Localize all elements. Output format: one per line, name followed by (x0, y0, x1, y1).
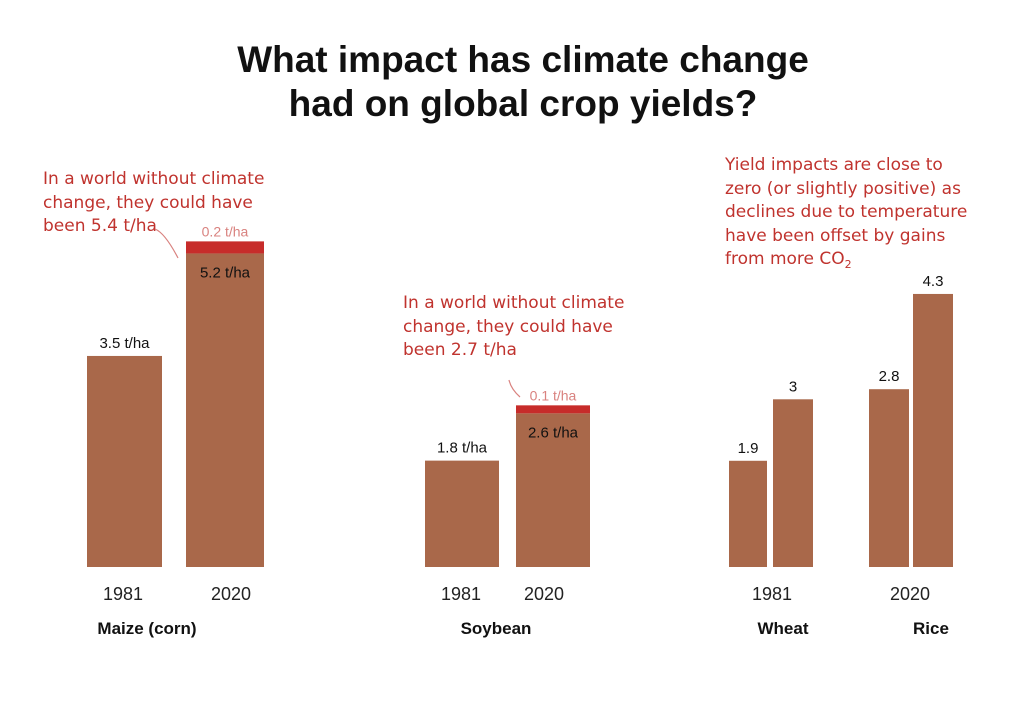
rice-bar-1981 (869, 389, 909, 567)
soybean-axis-label-2020: 2020 (524, 584, 564, 604)
rice-value-label-2020: 4.3 (923, 273, 944, 290)
soybean-axis-label-1981: 1981 (441, 584, 481, 604)
maize-loss-label: 0.2 t/ha (202, 223, 249, 239)
rice-value-label-1981: 2.8 (879, 368, 900, 385)
wheat-rice-annotation-line-3: declines due to temperature (725, 202, 968, 222)
wheat-rice-annotation-line-4: have been offset by gains (725, 225, 946, 246)
maize-annotation-line-3: been 5.4 t/ha (43, 216, 157, 236)
co2-subscript: 2 (844, 258, 852, 271)
maize-annotation-line-1: In a world without climate (43, 169, 265, 189)
wheat_rice-axis-label-1981: 1981 (752, 584, 792, 604)
co2-text: from more CO (725, 249, 845, 269)
maize-loss-segment (186, 241, 264, 254)
crop-label-soybean: Soybean (461, 619, 532, 638)
crop-label-wheat: Wheat (758, 619, 809, 638)
wheat-rice-annotation: Yield impacts are close to zero (or slig… (725, 154, 967, 277)
soybean-annotation-line-1: In a world without climate (403, 293, 625, 313)
chart-title-line-2: had on global crop yields? (288, 83, 758, 124)
maize-axis-label-2020: 2020 (211, 584, 251, 604)
wheat-rice-annotation-line-1: Yield impacts are close to (725, 155, 943, 175)
maize-annotation-arrow (154, 228, 179, 259)
chart-title-line-1: What impact has climate change (237, 39, 809, 80)
wheat-rice-annotation-line-5: from more CO2 (725, 248, 967, 277)
chart-title: What impact has climate change had on gl… (0, 38, 1024, 126)
wheat-rice-annotation-line-2: zero (or slightly positive) as (725, 178, 961, 199)
chart-marks: 3.5 t/ha 0.2 t/ha 5.2 t/ha 1.8 t/ha 0.1 t/ha… (87, 223, 953, 638)
soybean-annotation-line-3: been 2.7 t/ha (403, 340, 517, 360)
maize-value-label-1981: 3.5 t/ha (99, 335, 150, 352)
maize-annotation: In a world without climate change, they … (43, 168, 264, 239)
soybean-loss-segment (516, 405, 590, 414)
soybean-annotation-line-2: change, they could have (403, 316, 613, 337)
maize-bar-1981 (87, 355, 162, 567)
crop-label-rice: Rice (913, 619, 949, 638)
soybean-annotation: In a world without climate change, they … (403, 292, 624, 363)
wheat_rice-axis-label-2020: 2020 (890, 584, 930, 604)
maize-bar-2020 (186, 253, 264, 567)
soybean-loss-label: 0.1 t/ha (530, 387, 577, 403)
soybean-annotation-arrow (508, 379, 521, 398)
soybean-value-label-2020: 2.6 t/ha (528, 424, 579, 441)
rice-bar-2020 (913, 293, 953, 567)
wheat-bar-1981 (729, 460, 767, 567)
maize-value-label-2020: 5.2 t/ha (200, 264, 251, 281)
crop-label-maize: Maize (corn) (97, 619, 196, 638)
soybean-bar-2020 (516, 413, 590, 567)
maize-axis-label-1981: 1981 (103, 584, 143, 604)
soybean-bar-1981 (425, 460, 499, 567)
maize-annotation-line-2: change, they could have (43, 192, 253, 213)
wheat-bar-2020 (773, 399, 813, 567)
wheat-value-label-1981: 1.9 (738, 440, 759, 457)
soybean-value-label-1981: 1.8 t/ha (437, 440, 488, 457)
wheat-value-label-2020: 3 (789, 378, 797, 395)
